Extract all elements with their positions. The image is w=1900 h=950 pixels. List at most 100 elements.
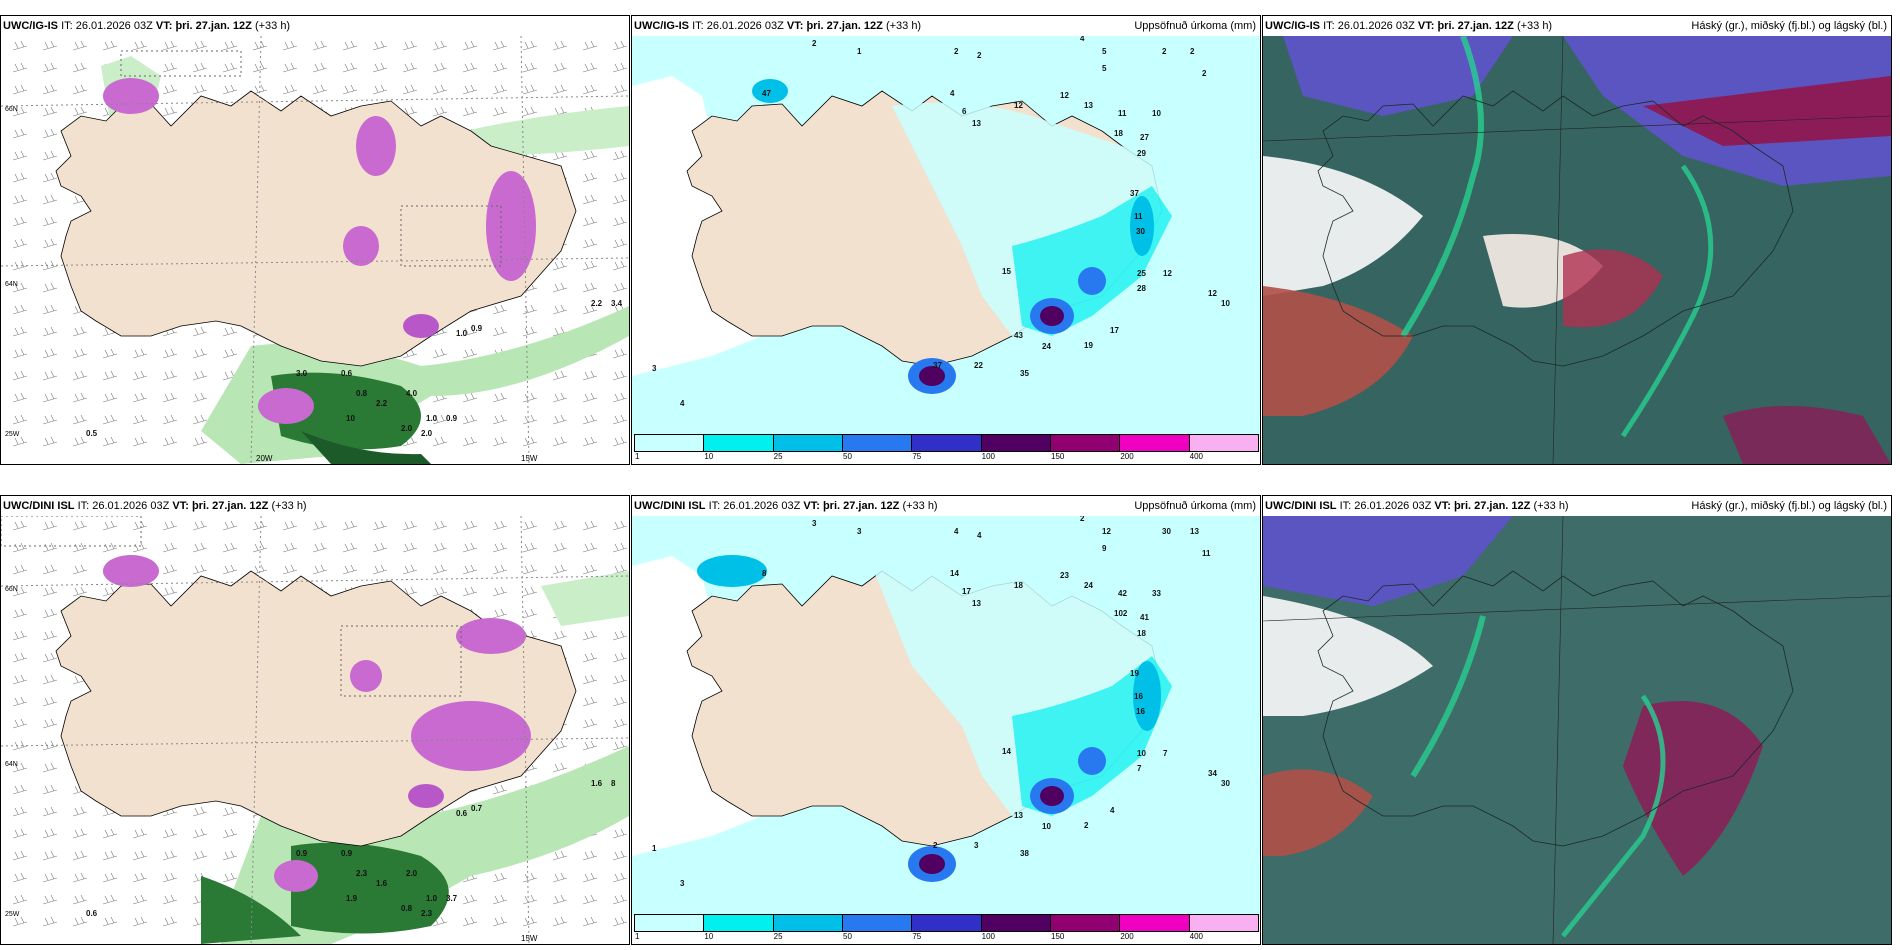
cloud-area-high: [1283, 36, 1513, 116]
wind-barb: [12, 718, 28, 729]
wind-barb: [162, 586, 178, 597]
lon-label: 20W: [256, 454, 273, 463]
cloud-area-mid: [1563, 249, 1663, 328]
wind-barb: [432, 520, 448, 531]
wind-barb: [102, 828, 118, 839]
wind-barb: [162, 62, 178, 73]
wind-barb: [552, 916, 568, 927]
wind-barb: [222, 806, 238, 817]
wind-barb: [612, 542, 628, 553]
wind-barb: [492, 304, 508, 315]
precip-max: [1078, 747, 1106, 775]
map-value-label: 30: [1162, 527, 1171, 536]
map-value-label: 8: [611, 779, 616, 788]
wind-barb: [552, 40, 568, 51]
wind-barb: [12, 696, 28, 707]
wind-barb: [582, 84, 598, 95]
wind-barb: [42, 436, 58, 447]
map-value-label: 102: [1114, 609, 1128, 618]
wind-barb: [582, 652, 598, 663]
wind-barb: [42, 652, 58, 663]
colorbar-tick-label: 50: [843, 932, 852, 941]
wind-barb: [72, 806, 88, 817]
wind-barb: [72, 542, 88, 553]
precip-max: [919, 854, 945, 874]
wind-barb: [552, 282, 568, 293]
wind-barb: [102, 436, 118, 447]
wind-barb: [42, 62, 58, 73]
wind-barb: [612, 652, 628, 663]
wind-barb: [432, 84, 448, 95]
map-value-label: 0.6: [86, 909, 98, 918]
precip-max: [1078, 267, 1106, 295]
wind-barb: [582, 542, 598, 553]
wind-barb: [72, 348, 88, 359]
wind-barb: [402, 564, 418, 575]
colorbar-tick-label: 10: [704, 452, 714, 461]
wind-barb: [192, 84, 208, 95]
wind-barb: [42, 392, 58, 403]
map-value-label: 24: [1084, 581, 1093, 590]
cloud-area-clear: [1263, 156, 1423, 296]
wind-barb: [252, 520, 268, 531]
wind-barb: [162, 916, 178, 927]
wind-barb: [612, 172, 628, 183]
wind-barb: [582, 414, 598, 425]
map-value-label: 12: [1208, 289, 1217, 298]
map-value-label: 13: [972, 119, 981, 128]
map-value-label: 11: [1134, 212, 1143, 221]
wind-barb: [42, 586, 58, 597]
wind-barb: [42, 216, 58, 227]
wind-barb: [162, 828, 178, 839]
colorbar-tick-label: 10: [704, 932, 714, 941]
wind-barb: [102, 414, 118, 425]
wind-barb: [312, 40, 328, 51]
wind-barb: [252, 62, 268, 73]
wind-barb: [612, 696, 628, 707]
wind-barb: [432, 586, 448, 597]
wind-barb: [492, 106, 508, 117]
wind-barb: [12, 850, 28, 861]
wind-barb: [462, 106, 478, 117]
map-value-label: 2.3: [356, 869, 368, 878]
map-value-label: 2: [1162, 47, 1167, 56]
map-value-label: 3.4: [611, 299, 623, 308]
panel-dini-clouds: UWC/DINI ISL IT: 26.01.2026 03Z VT: þri.…: [1262, 495, 1892, 945]
lat-label: 64N: [5, 281, 18, 288]
graticule-line: [520, 36, 530, 464]
graticule-line: [1552, 516, 1564, 944]
wind-barb: [162, 84, 178, 95]
map-value-label: 3: [812, 519, 817, 528]
map-value-label: 2.3: [421, 909, 433, 918]
lat-label: 66N: [5, 586, 18, 593]
map-value-label: 2: [954, 47, 959, 56]
wind-barb: [102, 850, 118, 861]
wind-barb: [522, 608, 538, 619]
cloud-area-clear: [1263, 596, 1433, 716]
wind-barb: [402, 542, 418, 553]
map-value-label: 47: [762, 89, 771, 98]
wind-barb: [312, 62, 328, 73]
map-value-label: 10: [346, 414, 355, 423]
wind-barb: [582, 850, 598, 861]
map-value-label: 10: [1137, 749, 1146, 758]
wind-barb: [102, 872, 118, 883]
lat-label: 25W: [5, 911, 20, 918]
wind-barb: [72, 436, 88, 447]
wind-barb: [552, 740, 568, 751]
map-value-label: 38: [1020, 849, 1029, 858]
wind-barb: [612, 282, 628, 293]
wind-barb: [582, 872, 598, 883]
wind-value-labels: 0.60.92.31.62.01.0 3.72.31.90.90.60.70.81…: [86, 779, 616, 918]
wind-barb: [222, 40, 238, 51]
wind-barb: [612, 62, 628, 73]
wind-barb: [162, 40, 178, 51]
wind-barb: [12, 128, 28, 139]
wind-barb: [42, 916, 58, 927]
precip-cell: [258, 388, 314, 424]
wind-barb: [582, 674, 598, 685]
wind-barb: [582, 172, 598, 183]
precip-cell: [408, 784, 444, 808]
precip-map: 2 1 2 2 4 5 2 2 2 5 4 6 13 12 12 13 11 10 18 27 29 37 11 30 25 28…: [632, 36, 1260, 464]
wind-barb: [582, 894, 598, 905]
